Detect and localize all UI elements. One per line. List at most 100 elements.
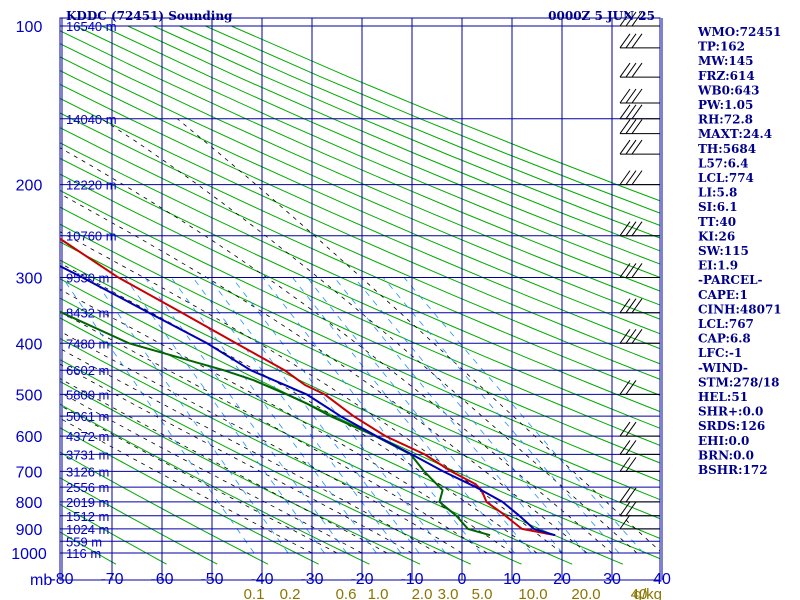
- dry-adiabat: [60, 477, 218, 565]
- dry-adiabat: [60, 189, 660, 464]
- dry-adiabat: [60, 337, 522, 565]
- mixing-ratio-line: [403, 277, 644, 554]
- wind-barb-flag: [631, 139, 643, 155]
- dry-adiabat: [60, 206, 660, 482]
- index-value: BRN:0.0: [698, 448, 754, 462]
- temperature-label: -30: [300, 571, 323, 588]
- mixing-ratio-line: [333, 277, 563, 554]
- wind-barb-flag: [619, 501, 631, 517]
- mixing-ratio-label: 0.6: [336, 586, 357, 600]
- index-value: EI:1.9: [698, 259, 738, 273]
- temperature-label: -70: [100, 571, 123, 588]
- wind-barb-flag: [619, 421, 631, 437]
- mb-unit-label: mb: [30, 572, 52, 589]
- index-value: TH:5684: [698, 142, 756, 156]
- index-value: LI:5.8: [698, 186, 737, 200]
- wind-barb-flag: [631, 33, 643, 49]
- wind-barb-flag: [619, 440, 631, 455]
- pressure-label: 600: [16, 429, 43, 446]
- wind-barb-flag: [619, 221, 631, 237]
- pressure-label: 500: [16, 387, 43, 404]
- index-value: -PARCEL-: [698, 273, 763, 287]
- valid-time: 0000Z 5 JUN 25: [548, 9, 655, 23]
- moist-adiabat: [60, 147, 613, 554]
- wind-barb-flag: [625, 139, 637, 155]
- wind-barb-flag: [625, 501, 637, 517]
- dry-adiabat: [60, 403, 370, 565]
- wind-barb-flag: [619, 263, 631, 278]
- wind-barb-flag: [625, 440, 637, 455]
- height-label: 2556 m: [66, 480, 109, 495]
- index-value: KI:26: [698, 229, 735, 243]
- moist-adiabat: [101, 118, 638, 554]
- pressure-label: 100: [16, 19, 43, 36]
- pressure-label: 800: [16, 495, 43, 512]
- height-label: 5800 m: [66, 387, 109, 402]
- height-label: 1024 m: [66, 522, 109, 537]
- wind-barb-flag: [619, 487, 631, 503]
- pressure-label: 400: [16, 336, 43, 353]
- index-value: LCL:767: [698, 317, 754, 331]
- moist-adiabat: [60, 378, 388, 554]
- dry-adiabat: [60, 142, 660, 413]
- mixing-ratio-label: 2.0: [412, 586, 433, 600]
- temperature-label: 30: [603, 571, 621, 588]
- wind-barb-flag: [625, 62, 637, 78]
- wind-barb-flag: [619, 328, 631, 344]
- dry-adiabat: [60, 359, 472, 565]
- wind-barb-flag: [631, 221, 643, 237]
- dry-adiabat: [60, 112, 660, 380]
- moist-adiabat: [60, 417, 313, 554]
- moist-adiabat: [60, 289, 513, 554]
- mixing-ratio-label: 20.0: [571, 586, 600, 600]
- index-value: BSHR:172: [698, 463, 768, 477]
- parcel-profile: [60, 264, 556, 537]
- index-value: CAPE:1: [698, 288, 748, 302]
- wind-barb-flag: [631, 62, 643, 78]
- pressure-label: 1000: [11, 546, 47, 563]
- dry-adiabat: [75, 25, 660, 278]
- index-value: MAXT:24.4: [698, 127, 772, 141]
- wind-barb-flag: [625, 33, 637, 49]
- wind-barb-flag: [631, 88, 643, 104]
- wind-barb-flag: [625, 487, 637, 503]
- wind-barb-flag: [631, 328, 643, 344]
- wind-barb-flag: [631, 104, 643, 120]
- mixing-ratio-label: 0.1: [244, 586, 265, 600]
- index-value: STM:278/18: [698, 375, 779, 389]
- wind-barb-flag: [619, 11, 631, 27]
- wind-barb-flag: [619, 104, 631, 120]
- pressure-label: 300: [16, 270, 43, 287]
- temperature-label: 10: [503, 571, 521, 588]
- height-label: 559 m: [66, 534, 102, 549]
- height-label: 10760 m: [66, 229, 117, 244]
- index-value: WMO:72451: [697, 25, 781, 39]
- index-value: RH:72.8: [698, 113, 753, 127]
- mixing-ratio-label: 40: [631, 586, 648, 600]
- height-label: 7480 m: [66, 336, 109, 351]
- mixing-ratio-line: [353, 277, 586, 554]
- dry-adiabat: [60, 317, 573, 565]
- index-value: L57:6.4: [698, 156, 748, 170]
- wind-barb-flag: [625, 170, 637, 185]
- moist-adiabat: [60, 231, 563, 554]
- height-label: 14040 m: [66, 112, 117, 127]
- moist-adiabat: [60, 363, 413, 554]
- mixing-ratio-line: [306, 277, 532, 554]
- height-label: 5061 m: [66, 409, 109, 424]
- dry-adiabat: [60, 451, 269, 565]
- wind-barb-flag: [625, 11, 637, 27]
- dry-adiabat: [60, 83, 660, 350]
- height-label: 4372 m: [66, 429, 109, 444]
- index-value: CAP:6.8: [698, 332, 751, 346]
- mixing-ratio-label: 0.2: [280, 586, 301, 600]
- wind-barb-flag: [625, 298, 637, 314]
- wind-barb-flag: [625, 328, 637, 344]
- wind-barb-flag: [619, 119, 631, 134]
- wind-barb-flag: [631, 11, 643, 27]
- index-value: LFC:-1: [698, 346, 742, 360]
- pressure-label: 200: [16, 178, 43, 195]
- mixing-ratio-label: 3.0: [438, 586, 459, 600]
- index-value: SW:115: [698, 244, 749, 258]
- wind-barb-flag: [619, 33, 631, 49]
